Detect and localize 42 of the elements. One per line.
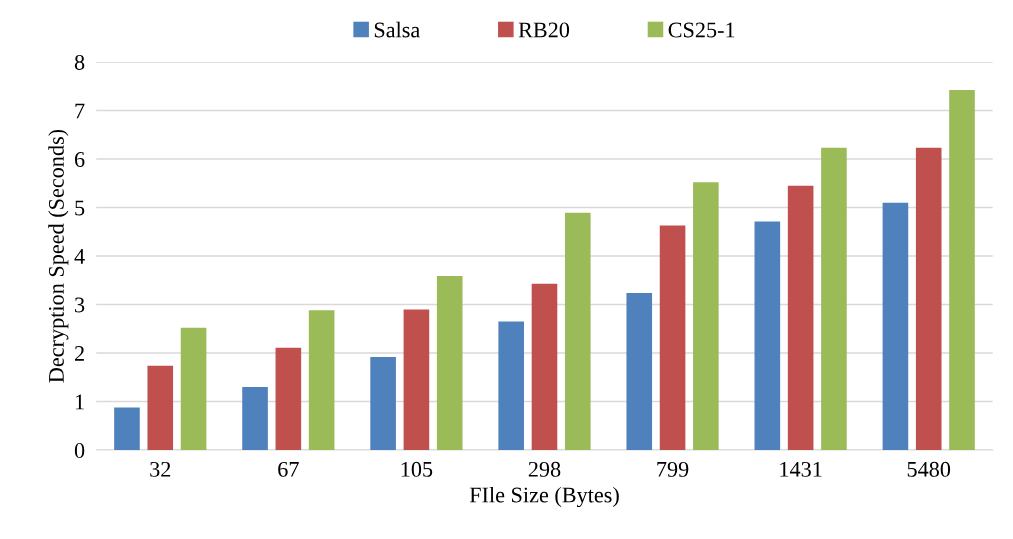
bar <box>564 212 591 451</box>
y-tick-label: 7 <box>75 103 85 119</box>
bar <box>436 275 463 451</box>
bar <box>821 147 847 451</box>
legend-label: CS25-1 <box>668 22 735 38</box>
x-tick-label: 67 <box>278 461 299 477</box>
bar <box>531 283 558 451</box>
bar <box>114 407 140 451</box>
y-tick-label: 0 <box>74 443 85 458</box>
bar <box>370 356 396 451</box>
x-tick-label: 1431 <box>780 461 822 477</box>
x-tick-label: 5480 <box>907 461 951 477</box>
legend-label: RB20 <box>518 22 570 38</box>
x-tick-label: 799 <box>657 461 689 477</box>
bar <box>498 321 524 451</box>
bar <box>180 327 207 451</box>
y-tick-label: 2 <box>74 346 84 361</box>
y-axis-title: Decryption Speed (Seconds) <box>48 129 69 383</box>
y-tick-label: 1 <box>75 394 84 410</box>
bar <box>147 365 174 451</box>
y-tick-label: 4 <box>74 249 85 264</box>
x-axis-title: FIle Size (Bytes) <box>469 486 619 508</box>
bar <box>275 347 302 451</box>
bar <box>882 202 909 451</box>
x-tick-label: 298 <box>528 461 561 477</box>
bar <box>949 90 975 451</box>
x-tick-label: 105 <box>401 461 433 477</box>
x-tick-label: 32 <box>150 461 171 477</box>
bar <box>787 185 814 451</box>
bar <box>626 292 653 451</box>
y-tick-label: 8 <box>74 54 85 70</box>
y-tick-label: 6 <box>74 152 85 167</box>
y-tick-label: 5 <box>75 200 85 216</box>
bar <box>242 387 268 451</box>
bar <box>308 310 335 451</box>
bar <box>754 221 781 451</box>
bar <box>659 225 686 451</box>
y-tick-label: 3 <box>75 297 85 313</box>
bar <box>693 182 719 451</box>
legend-label: Salsa <box>374 21 420 38</box>
bar <box>915 147 942 451</box>
bar <box>403 309 430 451</box>
